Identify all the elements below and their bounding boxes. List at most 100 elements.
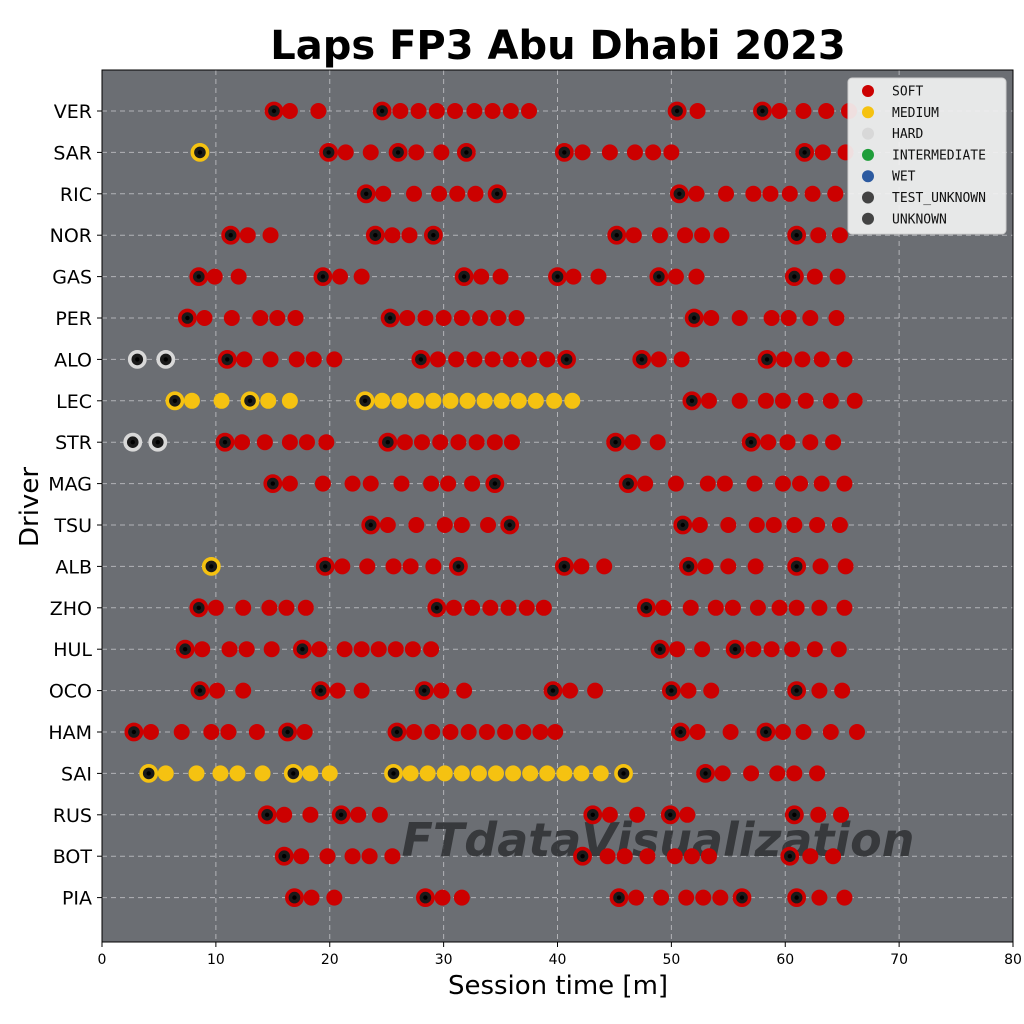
lap-point-center — [613, 440, 618, 445]
plot-frame — [101, 69, 1014, 943]
y-tick-label-ham: HAM — [48, 722, 92, 744]
lap-point-center — [763, 729, 769, 735]
lap-point — [402, 765, 419, 782]
lap-point — [781, 185, 798, 202]
lap-point — [302, 765, 319, 782]
lap-point — [500, 599, 517, 616]
lap-point — [683, 848, 700, 865]
lap-point — [747, 558, 764, 575]
legend-marker-unknown — [862, 212, 874, 225]
lap-point — [694, 641, 711, 658]
lap-point — [653, 889, 670, 906]
lap-point — [812, 558, 829, 575]
lap-point — [449, 185, 466, 202]
lap-point-center — [222, 440, 228, 445]
x-tick-label: 10 — [207, 952, 225, 968]
lap-point — [689, 103, 706, 119]
lap-point — [326, 351, 343, 368]
lap-point — [518, 599, 535, 616]
lap-point — [432, 434, 449, 451]
lap-point — [760, 434, 777, 451]
lap-point — [281, 475, 298, 492]
lap-point-center — [395, 150, 401, 155]
lap-point — [229, 765, 246, 782]
lap-point-center — [562, 150, 567, 155]
lap-point — [230, 268, 247, 285]
lap-point — [792, 475, 809, 492]
lap-point — [281, 103, 298, 119]
lap-point — [833, 806, 850, 823]
y-tick-label-sar: SAR — [53, 142, 92, 164]
lap-point — [716, 475, 733, 492]
lap-point-center — [678, 729, 683, 735]
lap-point-center — [794, 688, 799, 693]
lap-point-center — [590, 812, 596, 817]
lap-point — [637, 475, 654, 492]
lap-point — [374, 392, 391, 409]
lap-point — [809, 517, 826, 533]
lap-point — [651, 227, 668, 244]
lap-point — [157, 765, 174, 782]
y-tick-label-sai: SAI — [61, 763, 92, 785]
lap-point-center — [292, 895, 297, 900]
lap-point — [592, 765, 609, 782]
lap-point — [433, 682, 450, 699]
lap-point — [303, 889, 320, 906]
lap-point — [464, 475, 481, 492]
lap-point — [831, 517, 848, 533]
lap-point-center — [172, 398, 178, 403]
lap-point — [797, 392, 814, 409]
lap-point — [810, 806, 827, 823]
lap-point — [336, 641, 353, 658]
lap-point-center — [464, 150, 469, 155]
lap-point — [822, 724, 839, 740]
lap-point — [678, 889, 695, 906]
lap-point — [822, 392, 839, 409]
lap-point — [220, 724, 237, 740]
lap-point-center — [387, 315, 393, 321]
lap-point-center — [197, 150, 203, 155]
lap-point — [263, 641, 280, 658]
lap-point-center — [794, 895, 799, 900]
lap-point — [673, 351, 690, 368]
lap-point — [645, 144, 662, 161]
lap-point — [453, 517, 470, 533]
lap-point — [836, 889, 853, 906]
lap-point — [628, 889, 645, 906]
lap-point-center — [614, 233, 619, 238]
lap-point — [480, 517, 497, 533]
lap-point — [779, 434, 796, 451]
lap-point — [484, 351, 501, 368]
x-tick-label: 50 — [662, 952, 680, 968]
lap-point — [828, 310, 845, 326]
lap-point-center — [271, 108, 277, 114]
axis-layer: 0 10 20 30 40 50 60 70 80 VER SAR RIC NOR GAS PER ALO LE… — [48, 69, 1022, 968]
lap-point — [353, 268, 370, 285]
lap-point — [466, 351, 483, 368]
lap-point — [234, 434, 251, 451]
x-tick-label: 40 — [549, 952, 567, 968]
lap-point — [510, 392, 527, 409]
lap-point — [203, 724, 220, 740]
lap-point — [700, 848, 717, 865]
lap-point-center — [657, 647, 663, 652]
lap-point — [298, 434, 315, 451]
lap-point — [406, 724, 423, 740]
lap-point — [546, 392, 563, 409]
lap-point — [236, 351, 253, 368]
lap-point — [689, 724, 706, 740]
lap-point — [490, 310, 507, 326]
lap-point — [508, 310, 525, 326]
lap-point — [478, 724, 495, 740]
lap-point — [539, 351, 556, 368]
lap-point-center — [434, 605, 439, 610]
x-tick-label: 20 — [321, 952, 339, 968]
lap-point — [720, 558, 737, 575]
lap-point — [209, 682, 226, 699]
lap-point — [450, 434, 467, 451]
lap-point — [402, 558, 419, 575]
lap-point — [396, 434, 413, 451]
lap-point — [846, 392, 863, 409]
